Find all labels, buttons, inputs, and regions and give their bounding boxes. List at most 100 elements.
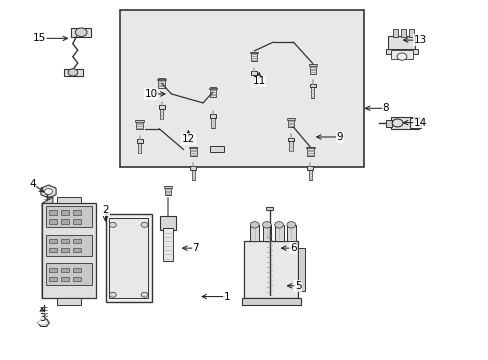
Circle shape (75, 28, 87, 37)
Bar (385, 49, 417, 54)
Bar (61, 268, 69, 272)
Circle shape (262, 222, 271, 228)
Bar (64, 69, 82, 76)
Bar (49, 239, 57, 243)
Bar (262, 225, 271, 241)
Bar (73, 277, 81, 281)
Bar (61, 239, 69, 243)
Bar (49, 277, 57, 281)
Bar (287, 118, 293, 127)
Bar (138, 143, 141, 153)
Bar (61, 220, 69, 224)
Bar (250, 225, 259, 241)
Bar (211, 118, 214, 128)
Circle shape (286, 222, 295, 228)
Bar (160, 216, 175, 230)
Bar (46, 263, 92, 285)
Text: 10: 10 (144, 89, 157, 99)
Bar (46, 206, 92, 227)
Bar (274, 225, 283, 241)
Bar (309, 84, 315, 87)
Bar (135, 120, 143, 122)
Bar (73, 220, 81, 224)
Bar (57, 298, 81, 305)
Bar (286, 225, 295, 241)
Circle shape (109, 292, 116, 297)
Bar (250, 51, 257, 61)
Text: 14: 14 (412, 118, 426, 128)
Bar (210, 146, 224, 152)
Bar (61, 248, 69, 252)
Circle shape (250, 222, 259, 228)
Bar (190, 147, 196, 156)
Text: 15: 15 (33, 33, 46, 43)
Bar (306, 147, 313, 156)
Bar (209, 87, 216, 97)
Bar (288, 141, 292, 151)
Bar (251, 71, 257, 75)
Bar (298, 248, 305, 291)
Bar (249, 52, 258, 53)
Bar (242, 298, 300, 305)
Polygon shape (41, 185, 56, 198)
Bar (244, 241, 298, 298)
Bar (136, 120, 142, 129)
Bar (190, 166, 196, 170)
Bar (160, 109, 163, 119)
Text: 9: 9 (336, 132, 342, 142)
Circle shape (109, 222, 116, 227)
Bar (71, 28, 91, 37)
Bar (307, 166, 313, 170)
Bar (310, 87, 314, 98)
Text: 4: 4 (29, 179, 36, 189)
Bar (42, 203, 96, 298)
Bar (309, 64, 315, 73)
Text: 11: 11 (252, 76, 265, 86)
Bar (308, 64, 316, 66)
Polygon shape (38, 319, 49, 327)
Polygon shape (42, 197, 53, 298)
Bar (308, 170, 311, 180)
Text: 7: 7 (192, 243, 199, 253)
Text: 8: 8 (382, 103, 388, 113)
Text: 6: 6 (289, 243, 296, 253)
Bar (189, 147, 197, 148)
Bar (163, 228, 172, 261)
Bar (137, 139, 142, 143)
Bar (305, 147, 314, 148)
Bar (73, 248, 81, 252)
Bar (287, 138, 293, 141)
Circle shape (44, 189, 52, 194)
Bar (408, 30, 413, 37)
Bar (49, 211, 57, 215)
Bar (157, 78, 165, 80)
Text: 12: 12 (182, 134, 195, 144)
Circle shape (141, 292, 148, 297)
Bar (61, 211, 69, 215)
Text: 2: 2 (102, 206, 109, 216)
Bar (387, 36, 414, 50)
Bar (409, 118, 420, 128)
Bar (209, 114, 215, 118)
Bar (252, 75, 255, 85)
Bar (73, 268, 81, 272)
Bar (61, 277, 69, 281)
Bar (392, 30, 397, 37)
Bar (164, 186, 171, 195)
Text: 1: 1 (224, 292, 230, 302)
Circle shape (274, 222, 283, 228)
Bar (57, 197, 81, 203)
Bar (158, 105, 164, 109)
Text: 13: 13 (412, 35, 426, 45)
Bar (120, 10, 363, 167)
Bar (163, 186, 172, 188)
Circle shape (68, 69, 78, 76)
Bar (105, 214, 152, 302)
Text: 5: 5 (294, 281, 301, 291)
Bar (49, 268, 57, 272)
Circle shape (396, 53, 406, 60)
Bar (385, 120, 391, 127)
Bar (191, 170, 195, 180)
Bar (390, 117, 418, 129)
Bar (286, 118, 294, 120)
